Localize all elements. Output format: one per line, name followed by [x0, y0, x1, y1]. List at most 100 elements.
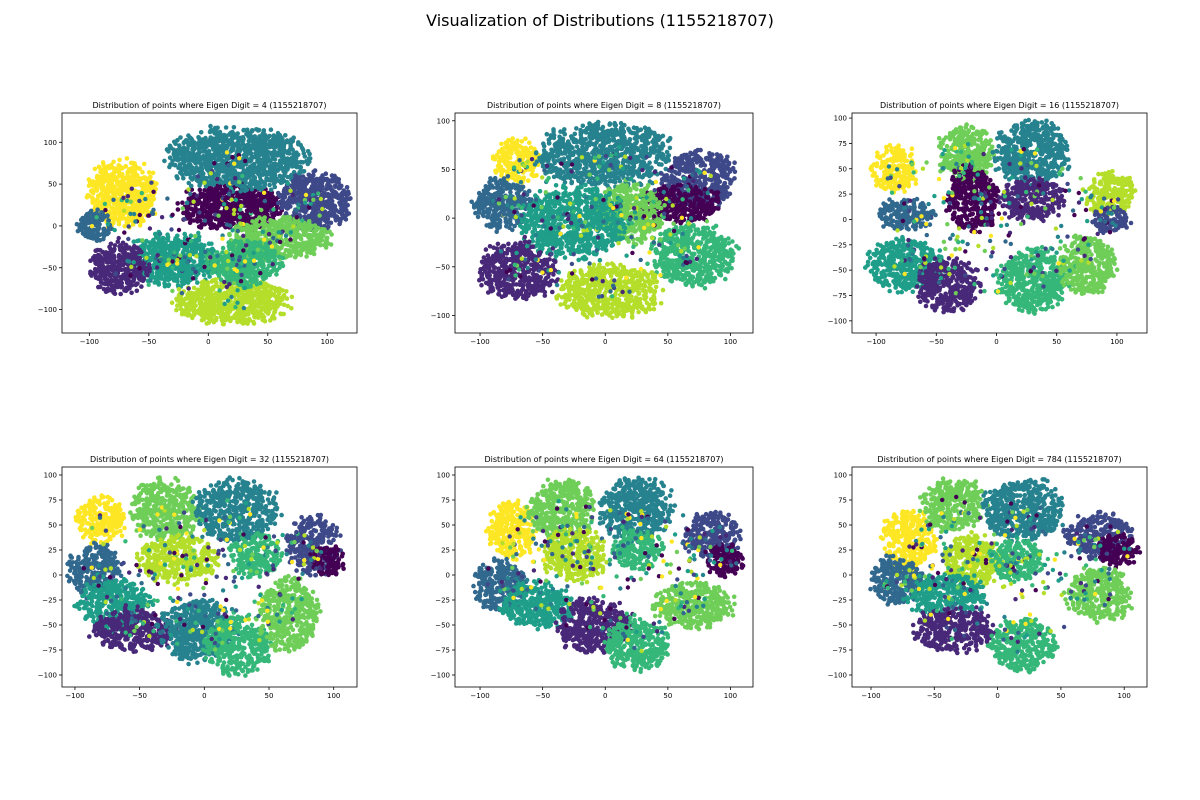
data-point — [228, 290, 234, 295]
data-point — [195, 280, 200, 285]
data-point — [219, 154, 224, 160]
data-point — [154, 181, 159, 186]
data-point — [96, 227, 101, 232]
data-point — [228, 202, 233, 208]
data-point — [187, 273, 192, 278]
data-point — [96, 164, 102, 170]
data-point — [134, 288, 140, 294]
data-point — [263, 163, 269, 168]
data-point — [168, 274, 173, 279]
data-point — [249, 201, 254, 206]
data-point — [238, 138, 244, 143]
data-point — [176, 287, 182, 292]
data-point — [289, 172, 294, 178]
data-point — [279, 175, 285, 180]
data-point — [302, 154, 308, 159]
data-point — [211, 191, 216, 196]
data-point — [259, 300, 265, 306]
data-point — [275, 134, 281, 140]
data-point — [295, 160, 300, 165]
data-point — [94, 186, 99, 191]
data-point — [206, 310, 212, 315]
data-point — [277, 286, 283, 292]
data-point — [109, 248, 115, 253]
data-point — [116, 252, 122, 258]
data-point — [196, 147, 202, 152]
data-point — [223, 135, 229, 140]
data-point — [107, 281, 113, 287]
data-point — [256, 140, 262, 146]
data-point — [130, 278, 136, 284]
data-point — [207, 191, 213, 197]
data-point — [130, 246, 136, 252]
data-point — [137, 223, 143, 228]
data-point — [325, 200, 331, 205]
data-point — [191, 259, 197, 265]
data-point — [303, 181, 308, 186]
data-point — [144, 266, 149, 271]
data-point — [174, 307, 179, 313]
data-point — [270, 156, 276, 161]
data-point — [195, 156, 200, 162]
data-point — [201, 161, 206, 167]
data-point — [175, 296, 181, 302]
data-point — [204, 321, 210, 326]
data-point — [262, 184, 267, 189]
data-point — [287, 146, 293, 152]
data-point — [219, 307, 224, 313]
data-point — [170, 158, 175, 164]
data-point — [90, 191, 96, 196]
data-point — [200, 291, 206, 297]
data-point — [140, 182, 145, 187]
data-point — [260, 131, 265, 137]
data-point — [212, 172, 218, 177]
data-point — [281, 293, 287, 298]
data-point — [177, 143, 182, 148]
data-point — [129, 252, 134, 258]
data-point — [289, 294, 295, 300]
data-point — [268, 187, 274, 193]
data-point — [316, 185, 322, 190]
data-point — [344, 195, 350, 201]
data-point — [197, 169, 202, 174]
data-point — [103, 289, 109, 295]
data-point — [102, 176, 107, 182]
data-point — [191, 312, 197, 318]
data-point — [182, 147, 188, 153]
data-point — [274, 295, 279, 301]
data-point — [314, 206, 320, 211]
data-point — [249, 178, 254, 183]
data-point — [253, 184, 259, 190]
data-point — [296, 178, 302, 184]
data-point — [177, 162, 183, 167]
data-point — [123, 288, 129, 294]
data-point — [203, 301, 208, 306]
data-point — [149, 202, 154, 207]
data-point — [190, 170, 196, 176]
data-point — [301, 232, 307, 237]
data-point — [208, 179, 214, 184]
data-point — [198, 130, 204, 135]
data-point — [197, 187, 203, 193]
data-point — [200, 192, 205, 198]
data-point — [118, 291, 123, 297]
data-point — [186, 143, 191, 148]
data-point — [191, 211, 196, 216]
data-point — [254, 147, 259, 153]
data-point — [198, 300, 204, 305]
data-point — [116, 205, 121, 210]
data-point — [283, 170, 288, 175]
data-point — [267, 144, 273, 150]
data-point — [182, 163, 188, 169]
data-point — [214, 226, 220, 231]
data-point — [162, 277, 168, 283]
data-point — [164, 147, 170, 152]
data-point — [298, 142, 304, 148]
data-point — [307, 151, 312, 157]
data-point — [198, 249, 204, 255]
data-point — [189, 166, 194, 171]
data-point — [307, 156, 313, 161]
data-point — [152, 280, 157, 285]
data-point — [315, 238, 320, 243]
data-point — [287, 215, 293, 220]
